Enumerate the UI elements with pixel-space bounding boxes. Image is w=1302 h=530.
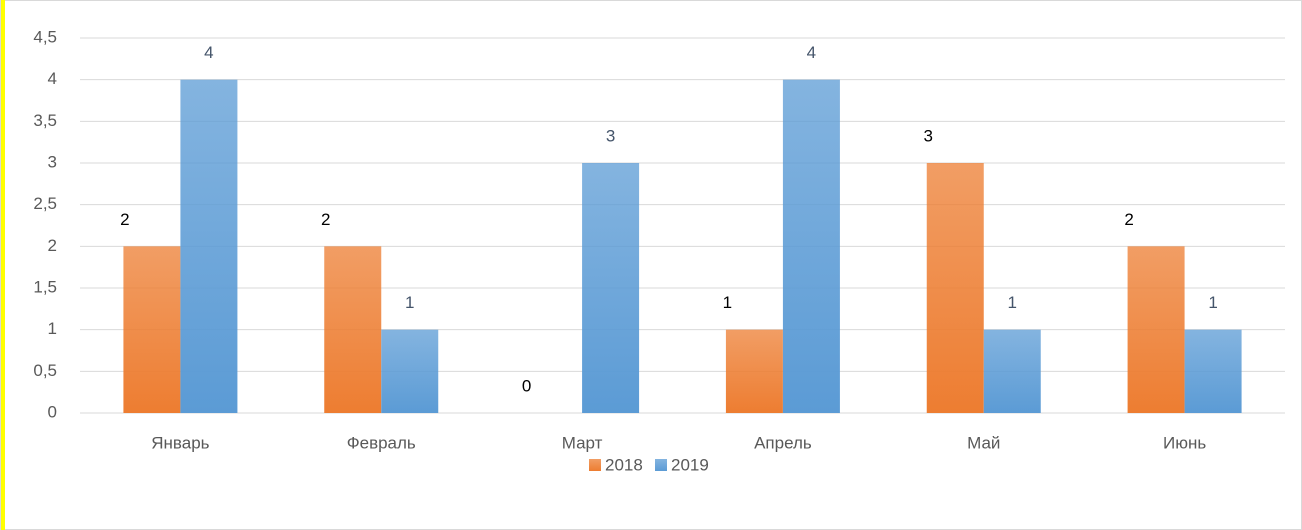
data-label: 2 <box>120 210 129 229</box>
y-tick-label: 2 <box>48 236 57 255</box>
bar <box>725 329 783 413</box>
bar <box>1184 329 1242 413</box>
bar <box>123 246 181 413</box>
y-tick-label: 1 <box>48 319 57 338</box>
data-label: 1 <box>1008 293 1017 312</box>
x-tick-label: Апрель <box>754 433 812 452</box>
legend-label: 2018 <box>605 455 643 474</box>
bar <box>582 163 640 413</box>
data-label: 1 <box>1208 293 1217 312</box>
x-tick-label: Март <box>562 433 603 452</box>
bar <box>1127 246 1185 413</box>
x-tick-label: Февраль <box>347 433 416 452</box>
data-label: 1 <box>405 293 414 312</box>
y-tick-label: 4 <box>48 69 57 88</box>
bar <box>926 163 984 413</box>
y-tick-label: 3,5 <box>33 111 57 130</box>
data-label: 4 <box>204 43 213 62</box>
x-tick-label: Январь <box>151 433 209 452</box>
y-tick-label: 2,5 <box>33 194 57 213</box>
y-tick-label: 0 <box>48 402 57 421</box>
legend-swatch <box>655 459 667 471</box>
bar <box>782 79 840 414</box>
legend-label: 2019 <box>671 455 709 474</box>
legend-swatch <box>589 459 601 471</box>
y-tick-label: 3 <box>48 152 57 171</box>
data-label: 2 <box>321 210 330 229</box>
bar <box>180 79 238 414</box>
data-label: 2 <box>1124 210 1133 229</box>
bar <box>324 246 382 413</box>
x-tick-label: Май <box>967 433 1000 452</box>
data-label: 3 <box>606 126 615 145</box>
y-tick-label: 4,5 <box>33 27 57 46</box>
data-label: 3 <box>924 126 933 145</box>
y-tick-label: 1,5 <box>33 277 57 296</box>
x-tick-label: Июнь <box>1163 433 1206 452</box>
bar <box>983 329 1041 413</box>
y-tick-label: 0,5 <box>33 361 57 380</box>
data-label: 0 <box>522 376 531 395</box>
data-label: 1 <box>723 293 732 312</box>
data-label: 4 <box>807 43 816 62</box>
bar <box>381 329 439 413</box>
